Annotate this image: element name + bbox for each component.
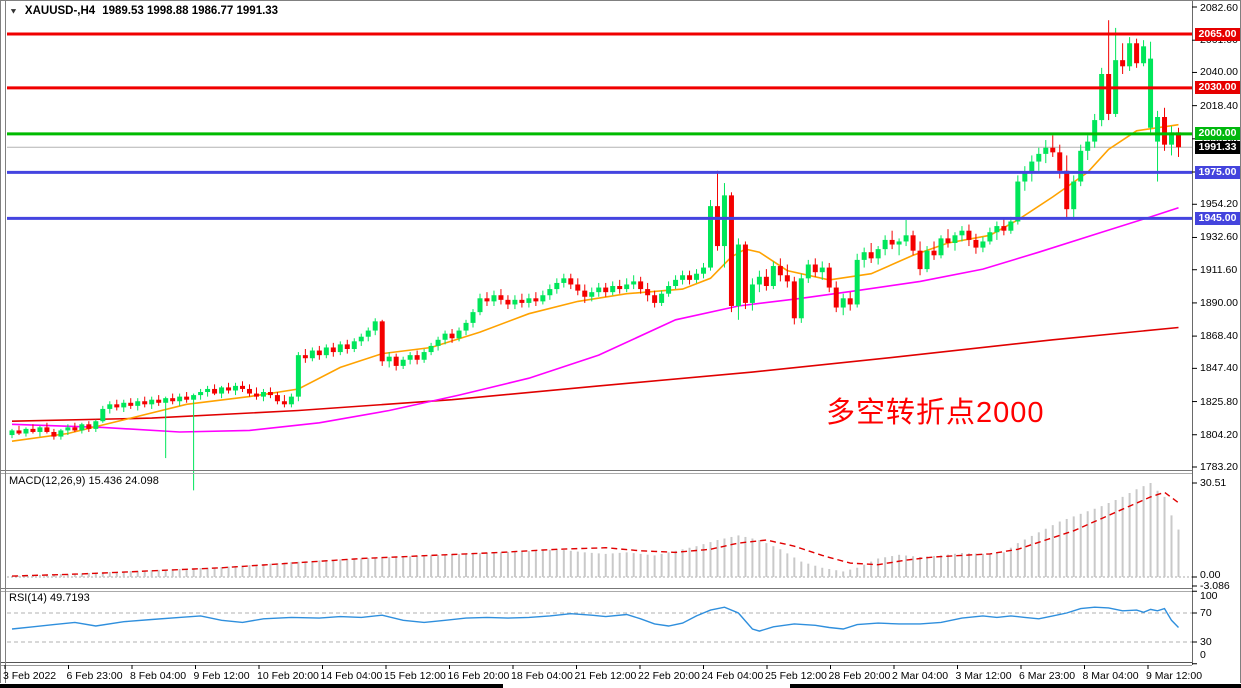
time-axis-label: 6 Mar 23:00 — [1019, 670, 1076, 682]
chart-title: ▼ XAUUSD-,H4 1989.53 1998.88 1986.77 199… — [9, 5, 278, 17]
rsi-axis-label: 0 — [1200, 649, 1206, 661]
time-axis-label: 3 Feb 2022 — [3, 670, 57, 682]
price-axis-label: 1783.20 — [1200, 461, 1238, 473]
price-badge-2065.00: 2065.00 — [1195, 27, 1240, 41]
rsi-axis-label: 100 — [1200, 590, 1218, 602]
time-axis-label: 3 Mar 12:00 — [955, 670, 1012, 682]
time-axis-label: 2 Mar 04:00 — [892, 670, 949, 682]
rsi-axis-label: 70 — [1200, 607, 1212, 619]
price-badge-1945.00: 1945.00 — [1195, 211, 1240, 225]
time-axis-label: 9 Mar 12:00 — [1146, 670, 1203, 682]
candles-layer[interactable] — [9, 20, 1181, 491]
ma-mid-line — [11, 206, 1179, 433]
price-axis-label: 1868.40 — [1200, 330, 1238, 343]
axis-ticks — [1192, 6, 1197, 665]
ma-slow-line — [11, 326, 1179, 422]
time-axis-label: 8 Mar 04:00 — [1082, 670, 1139, 682]
level-lines[interactable] — [7, 32, 1192, 220]
price-axis-label: 2040.00 — [1200, 66, 1238, 79]
time-axis-label: 28 Feb 20:00 — [828, 670, 891, 682]
time-axis[interactable] — [4, 665, 1149, 669]
time-axis-label: 22 Feb 20:00 — [638, 670, 700, 682]
price-badge-2000.00: 2000.00 — [1195, 127, 1240, 141]
rsi-axis-label: 30 — [1200, 636, 1212, 648]
macd-axis-label: 0.00 — [1200, 569, 1221, 581]
price-axis-label: 1825.80 — [1200, 395, 1238, 408]
rsi-levels — [7, 612, 1192, 643]
chart-symbol-period: XAUUSD-,H4 — [24, 5, 96, 17]
price-axis-label: 1932.60 — [1200, 231, 1238, 244]
time-axis-label: 24 Feb 04:00 — [701, 670, 764, 682]
macd-indicator-label: MACD(12,26,9) 15.436 24.098 — [9, 475, 159, 487]
price-axis-label: 1804.20 — [1200, 428, 1238, 441]
time-axis-label: 18 Feb 04:00 — [511, 670, 573, 682]
rsi-indicator-label: RSI(14) 49.7193 — [9, 592, 90, 604]
macd-axis-label: 30.51 — [1200, 477, 1227, 489]
time-axis-label: 16 Feb 20:00 — [447, 670, 510, 682]
time-axis-label: 6 Feb 23:00 — [66, 670, 123, 682]
time-axis-label: 9 Feb 12:00 — [193, 670, 250, 682]
price-axis-label: 1954.20 — [1200, 198, 1238, 211]
chart-dropdown-icon[interactable]: ▼ — [9, 6, 18, 16]
price-badge-1975.00: 1975.00 — [1195, 165, 1240, 179]
price-axis-label: 2082.60 — [1200, 2, 1238, 14]
rsi-line — [11, 606, 1180, 632]
macd-histogram — [11, 483, 1180, 577]
price-axis-label: 2018.40 — [1200, 99, 1238, 112]
chart-ohlc-values: 1989.53 1998.88 1986.77 1991.33 — [102, 5, 279, 17]
time-axis-label: 25 Feb 12:00 — [765, 670, 827, 682]
time-axis-label: 10 Feb 20:00 — [257, 670, 319, 682]
price-axis-label: 1911.60 — [1200, 263, 1238, 276]
macd-axis-label: -3.086 — [1200, 580, 1230, 592]
price-badge-1991.33: 1991.33 — [1195, 140, 1240, 154]
chart-annotation[interactable]: 多空转折点2000 — [826, 397, 1045, 429]
time-axis-label: 21 Feb 12:00 — [574, 670, 637, 682]
ma-fast-line — [11, 123, 1179, 442]
price-axis-label: 1847.40 — [1200, 362, 1238, 375]
time-axis-label: 15 Feb 12:00 — [384, 670, 446, 682]
time-axis-label: 14 Feb 04:00 — [320, 670, 383, 682]
price-axis-label: 1890.00 — [1200, 296, 1238, 309]
macd-signal-line — [11, 491, 1179, 577]
time-axis-label: 8 Feb 04:00 — [130, 670, 187, 682]
price-badge-2030.00: 2030.00 — [1195, 81, 1240, 95]
window-border-bottom — [0, 684, 1241, 688]
